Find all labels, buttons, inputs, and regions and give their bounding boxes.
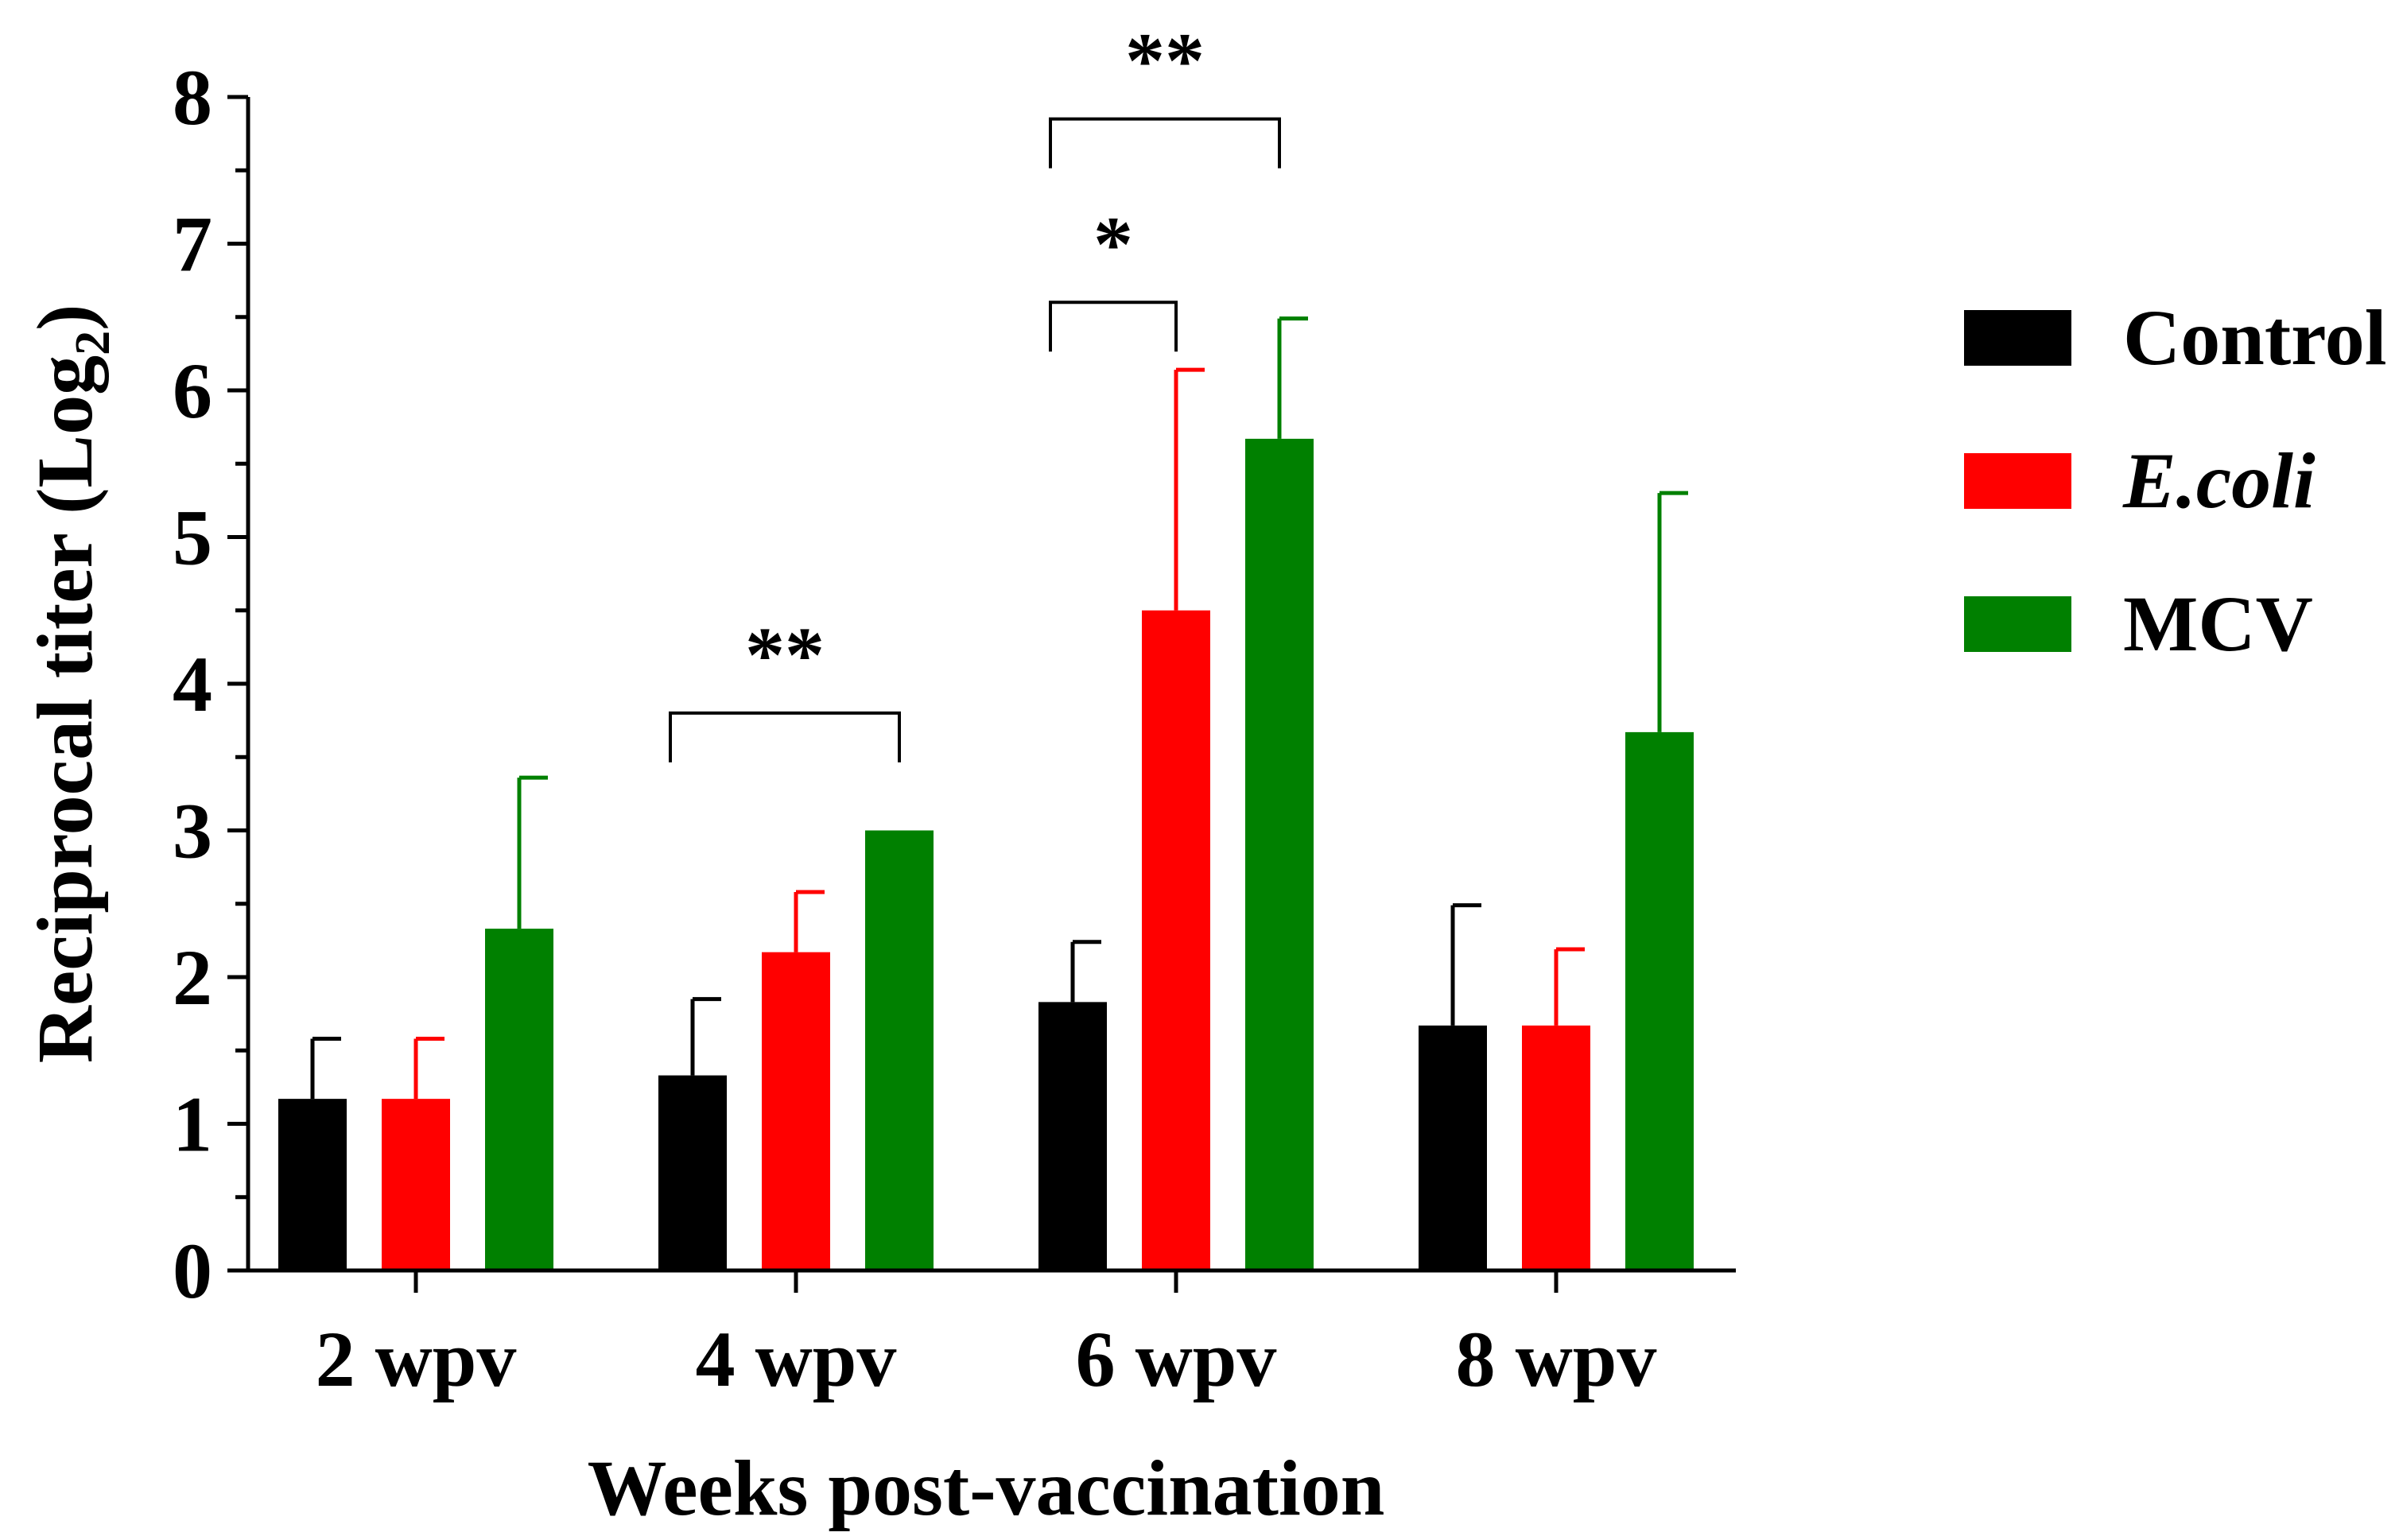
bar-ecoli-3 xyxy=(1142,610,1210,1270)
y-tick-label: 5 xyxy=(173,494,212,582)
bars xyxy=(278,438,1694,1270)
bar-ecoli-4 xyxy=(1522,1025,1590,1270)
legend-label: MCV xyxy=(2123,580,2313,668)
y-tick-label: 0 xyxy=(173,1227,212,1315)
significance-label: * xyxy=(1093,200,1133,288)
bar-control-2 xyxy=(658,1075,727,1270)
legend-label: Control xyxy=(2123,293,2387,382)
y-tick-label: 4 xyxy=(173,640,212,728)
bar-mcv-4 xyxy=(1625,731,1694,1270)
x-tick-label: 2 wpv xyxy=(316,1315,517,1403)
y-axis-title: Reciprocal titer (Log2) xyxy=(21,305,120,1064)
bar-ecoli-1 xyxy=(382,1099,450,1270)
y-axis-title-main: Reciprocal titer (Log xyxy=(21,355,109,1063)
y-tick-label: 1 xyxy=(173,1080,212,1169)
significance-brackets: ***** xyxy=(669,17,1281,762)
legend-label: E.coli xyxy=(2122,436,2316,525)
y-tick-label: 2 xyxy=(173,933,212,1022)
bar-control-4 xyxy=(1419,1025,1487,1270)
error-bars xyxy=(310,316,1688,1100)
x-axis-title: Weeks post-vaccination xyxy=(588,1444,1385,1532)
y-axis-title-close: ) xyxy=(21,305,109,331)
y-tick-label: 3 xyxy=(173,787,212,875)
x-tick-label: 8 wpv xyxy=(1456,1315,1657,1403)
bar-control-3 xyxy=(1038,1002,1107,1270)
bar-mcv-1 xyxy=(485,929,553,1270)
legend-swatch xyxy=(1964,596,2071,652)
y-axis: 0 1 2 3 4 5 6 7 8 xyxy=(173,53,250,1315)
legend-swatch xyxy=(1964,310,2071,366)
y-tick-label: 8 xyxy=(173,53,212,142)
legend: Control E.coli MCV xyxy=(1964,293,2387,668)
y-tick-label: 7 xyxy=(173,200,212,289)
x-axis: 2 wpv 4 wpv 6 wpv 8 wpv xyxy=(248,1268,1736,1403)
significance-bracket xyxy=(1049,301,1178,352)
significance-label: ** xyxy=(1125,17,1205,105)
bar-mcv-2 xyxy=(865,830,934,1270)
y-tick-label: 6 xyxy=(173,347,212,435)
bar-control-1 xyxy=(278,1099,347,1270)
bar-mcv-3 xyxy=(1245,438,1314,1270)
bar-ecoli-2 xyxy=(762,952,830,1270)
x-tick-label: 4 wpv xyxy=(696,1315,897,1403)
significance-bracket xyxy=(669,711,901,762)
y-axis-title-subscript: 2 xyxy=(66,331,120,355)
significance-label: ** xyxy=(745,611,825,699)
significance-bracket xyxy=(1049,117,1281,169)
legend-swatch xyxy=(1964,453,2071,509)
x-tick-label: 6 wpv xyxy=(1076,1315,1277,1403)
